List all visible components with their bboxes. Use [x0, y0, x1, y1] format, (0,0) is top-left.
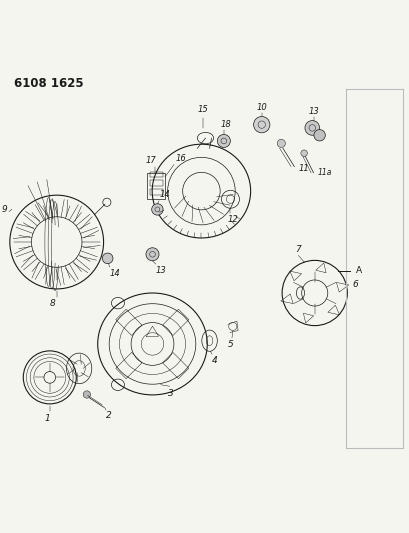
Text: 6: 6 [351, 280, 357, 289]
Circle shape [146, 248, 159, 261]
Text: 13: 13 [155, 265, 166, 274]
Bar [115, 352, 142, 378]
Text: 11a: 11a [317, 168, 331, 177]
Text: 14: 14 [159, 190, 170, 199]
Circle shape [102, 253, 113, 264]
Bar [115, 309, 142, 335]
Circle shape [83, 391, 90, 398]
Bar [149, 172, 162, 177]
Text: 15: 15 [198, 104, 208, 114]
Text: 17: 17 [145, 156, 156, 165]
Text: 11: 11 [298, 164, 308, 173]
Bar [146, 173, 165, 199]
Text: 14: 14 [110, 269, 120, 278]
Text: 9: 9 [2, 205, 8, 214]
Text: A: A [355, 266, 362, 275]
Circle shape [253, 117, 269, 133]
Circle shape [217, 134, 230, 148]
Text: 16: 16 [175, 154, 186, 163]
Circle shape [304, 120, 319, 135]
Text: 12: 12 [227, 215, 237, 224]
Bar [162, 352, 189, 378]
Bar [162, 309, 189, 335]
Text: 6108 1625: 6108 1625 [14, 77, 83, 90]
Circle shape [300, 150, 307, 157]
Circle shape [313, 130, 324, 141]
Text: 7: 7 [295, 245, 301, 254]
Text: 10: 10 [256, 102, 267, 111]
Circle shape [276, 139, 285, 148]
Text: 8: 8 [49, 299, 55, 308]
Text: 4: 4 [211, 356, 217, 365]
Text: 3: 3 [168, 389, 173, 398]
Bar [149, 189, 162, 195]
Text: 5: 5 [228, 340, 234, 349]
Bar [149, 181, 162, 186]
Text: 2: 2 [106, 411, 111, 420]
Circle shape [151, 204, 163, 215]
Text: 1: 1 [45, 414, 50, 423]
Text: 18: 18 [220, 120, 231, 129]
Text: 13: 13 [308, 107, 319, 116]
